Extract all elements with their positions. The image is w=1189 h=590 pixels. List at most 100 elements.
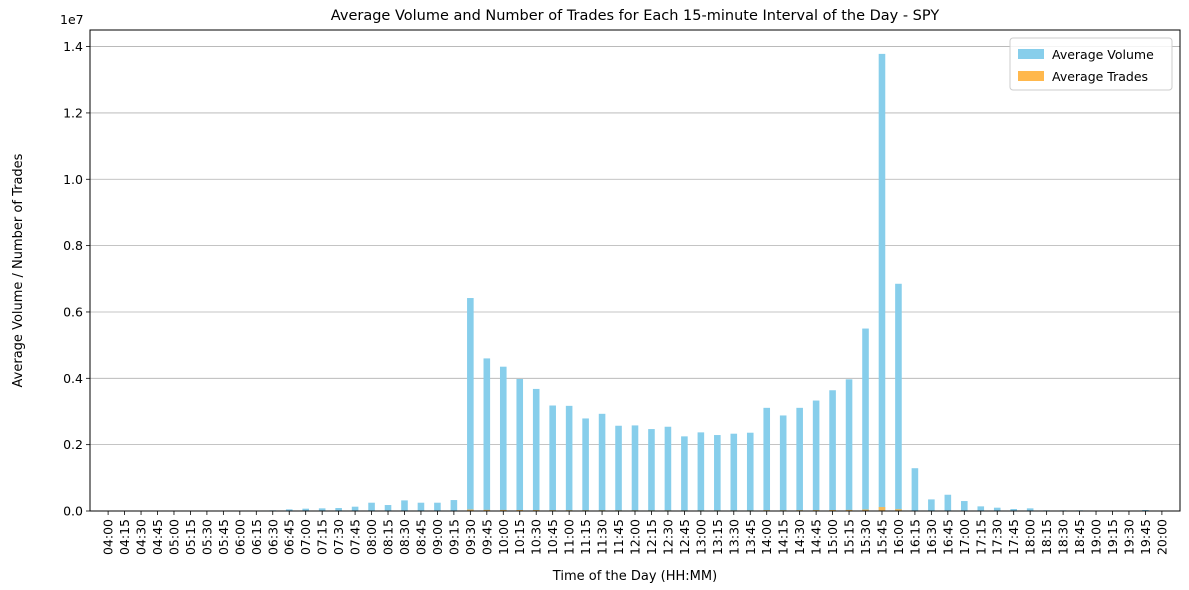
x-tick-label: 09:15	[446, 519, 461, 555]
x-tick-label: 14:00	[759, 519, 774, 555]
volume-bar	[417, 502, 425, 511]
volume-bar	[351, 506, 359, 511]
volume-bar	[302, 508, 309, 511]
x-tick-label: 11:00	[562, 519, 577, 555]
x-tick-label: 12:00	[628, 519, 643, 555]
x-tick-label: 18:30	[1056, 519, 1071, 555]
volume-bar	[862, 328, 869, 511]
volume-bar	[516, 378, 524, 511]
x-tick-label: 17:00	[957, 519, 972, 555]
x-tick-label: 13:45	[743, 519, 758, 555]
volume-bar	[434, 502, 441, 511]
x-tick-label: 08:00	[364, 519, 379, 555]
x-tick-label: 13:00	[693, 519, 708, 555]
x-tick-label: 16:00	[891, 519, 906, 555]
x-tick-label: 15:15	[842, 519, 857, 555]
volume-bar	[944, 494, 952, 511]
x-tick-label: 11:30	[595, 519, 610, 555]
volume-bar	[697, 432, 705, 511]
y-axis-label: Average Volume / Number of Trades	[11, 153, 26, 387]
x-tick-label: 19:15	[1105, 519, 1120, 555]
volume-bar	[928, 499, 935, 511]
legend-label: Average Trades	[1052, 69, 1148, 84]
x-tick-label: 12:45	[677, 519, 692, 555]
x-tick-label: 12:30	[660, 519, 675, 555]
x-tick-label: 17:45	[1006, 519, 1021, 555]
x-tick-label: 04:45	[150, 519, 165, 555]
volume-bar	[450, 500, 458, 511]
x-tick-label: 17:30	[990, 519, 1005, 555]
y-tick-label: 0.8	[63, 238, 83, 253]
x-tick-label: 06:45	[282, 519, 297, 555]
x-axis-label: Time of the Day (HH:MM)	[552, 569, 717, 584]
volume-bar	[993, 507, 1001, 511]
x-tick-label: 16:45	[940, 519, 955, 555]
x-tick-label: 04:15	[117, 519, 132, 555]
x-tick-label: 05:30	[199, 519, 214, 555]
x-tick-label: 18:00	[1023, 519, 1038, 555]
volume-bar	[845, 379, 853, 511]
volume-bar	[384, 505, 392, 511]
volume-bar	[895, 283, 902, 511]
volume-bar	[318, 508, 326, 511]
x-tick-label: 15:00	[825, 519, 840, 555]
x-tick-label: 05:15	[183, 519, 198, 555]
x-tick-label: 04:30	[134, 519, 149, 555]
x-tick-label: 06:00	[232, 519, 247, 555]
trades-bar	[895, 509, 902, 511]
x-tick-label: 07:30	[331, 519, 346, 555]
y-tick-label: 0.2	[63, 437, 83, 452]
x-tick-label: 10:30	[529, 519, 544, 555]
trades-bar	[467, 509, 474, 511]
x-tick-label: 19:30	[1121, 519, 1136, 555]
volume-bar	[499, 366, 507, 511]
x-tick-label: 10:45	[545, 519, 560, 555]
trades-bar	[862, 509, 869, 511]
legend-swatch	[1018, 49, 1044, 59]
volume-bar	[1026, 508, 1034, 511]
x-axis: 04:00 04:15 04:30 04:45 05:00 05:15 05:30 05:45…	[101, 511, 1169, 555]
bars	[104, 53, 1166, 512]
x-tick-label: 20:00	[1154, 519, 1169, 555]
x-tick-label: 18:45	[1072, 519, 1087, 555]
x-tick-label: 10:00	[496, 519, 511, 555]
volume-bar	[335, 508, 342, 511]
legend-box	[1009, 37, 1173, 91]
volume-bar	[829, 390, 836, 511]
x-tick-label: 05:00	[166, 519, 181, 555]
x-tick-label: 16:30	[924, 519, 939, 555]
x-tick-label: 06:15	[249, 519, 264, 555]
x-tick-label: 14:15	[776, 519, 791, 555]
x-tick-label: 19:45	[1138, 519, 1153, 555]
x-tick-label: 07:15	[315, 519, 330, 555]
volume-bar	[796, 407, 803, 511]
grid-lines	[90, 46, 1180, 446]
volume-bar	[565, 405, 573, 511]
volume-bar	[763, 407, 771, 511]
volume-bar	[532, 388, 540, 511]
volume-bar	[285, 509, 293, 511]
volume-bar	[714, 435, 721, 511]
chart-title: Average Volume and Number of Trades for …	[331, 8, 940, 24]
x-tick-label: 08:45	[413, 519, 428, 555]
volume-bar	[648, 429, 655, 511]
volume-bar	[401, 500, 408, 511]
volume-bar	[779, 415, 787, 511]
trades-bar	[845, 509, 853, 511]
legend: Average Volume Average Trades	[1009, 37, 1173, 91]
x-tick-label: 10:15	[512, 519, 527, 555]
volume-bar	[615, 425, 622, 511]
volume-bar	[1010, 509, 1017, 511]
trades-bar	[499, 509, 507, 511]
x-tick-label: 13:15	[710, 519, 725, 555]
volume-bar	[483, 358, 491, 511]
x-tick-label: 11:15	[578, 519, 593, 555]
volume-bar	[681, 436, 688, 511]
x-tick-label: 06:30	[265, 519, 280, 555]
volume-bar	[598, 413, 606, 511]
x-tick-label: 19:00	[1089, 519, 1104, 555]
y-tick-label: 1.0	[63, 172, 83, 187]
y-tick-label: 0.4	[63, 371, 83, 386]
